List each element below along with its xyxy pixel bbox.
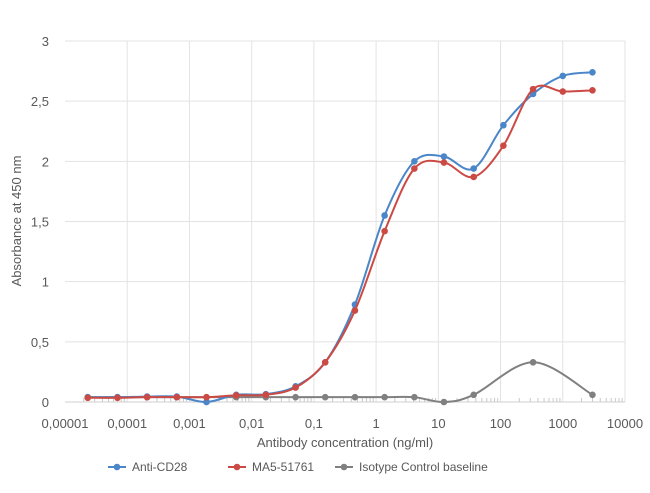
data-point xyxy=(559,72,567,80)
data-point xyxy=(589,391,596,399)
x-tick-label: 1 xyxy=(372,416,379,431)
data-point xyxy=(440,159,448,166)
data-point xyxy=(262,391,270,399)
data-point xyxy=(500,142,507,149)
data-point xyxy=(114,394,121,402)
data-point xyxy=(411,158,418,165)
x-tick-label: 0,00001 xyxy=(42,416,89,431)
data-point xyxy=(440,398,448,406)
data-point xyxy=(381,212,388,219)
data-point xyxy=(381,393,388,401)
legend-item: Isotype Control baseline xyxy=(335,460,488,474)
legend-label: Isotype Control baseline xyxy=(359,460,488,474)
y-tick-label: 1,5 xyxy=(31,215,49,230)
data-point xyxy=(203,398,210,406)
data-point xyxy=(203,393,210,401)
y-tick-label: 2,5 xyxy=(31,94,49,109)
x-tick-label: 10000 xyxy=(607,416,643,431)
y-tick-label: 0 xyxy=(42,395,49,410)
series-line xyxy=(87,71,593,404)
data-point xyxy=(470,173,477,181)
data-point xyxy=(351,307,359,314)
data-point xyxy=(559,88,567,95)
legend-label: Anti-CD28 xyxy=(132,460,188,474)
data-point xyxy=(500,121,507,129)
data-point xyxy=(440,153,448,160)
y-tick-label: 2 xyxy=(42,154,49,169)
data-point xyxy=(84,394,92,402)
y-tick-label: 0,5 xyxy=(31,335,49,350)
series-line xyxy=(87,84,593,399)
data-point xyxy=(292,384,299,391)
data-point xyxy=(292,393,299,401)
data-point xyxy=(589,68,596,76)
data-point xyxy=(351,393,359,401)
y-tick-label: 1 xyxy=(42,275,49,290)
data-point xyxy=(470,165,477,172)
legend-marker xyxy=(233,463,241,471)
legend-marker xyxy=(113,463,121,471)
data-point xyxy=(321,358,329,366)
data-point xyxy=(411,165,418,172)
x-tick-label: 10 xyxy=(431,416,445,431)
legend-item: Anti-CD28 xyxy=(108,460,188,474)
x-axis-label: Antibody concentration (ng/ml) xyxy=(257,435,433,450)
legend-label: MA5-51761 xyxy=(252,460,314,474)
legend-marker xyxy=(340,463,348,471)
y-tick-label: 3 xyxy=(42,34,49,49)
x-tick-label: 0,1 xyxy=(305,416,323,431)
data-point xyxy=(529,358,537,366)
data-point xyxy=(381,227,388,235)
data-point xyxy=(143,393,151,401)
data-point xyxy=(232,392,240,399)
data-point xyxy=(470,391,477,399)
legend-item: MA5-51761 xyxy=(228,460,314,474)
x-tick-label: 0,0001 xyxy=(107,416,147,431)
data-point xyxy=(411,393,418,401)
y-axis-label: Absorbance at 450 nm xyxy=(9,156,24,287)
data-point xyxy=(173,393,181,401)
x-tick-label: 1000 xyxy=(548,416,577,431)
data-point xyxy=(589,87,596,94)
data-point xyxy=(529,85,537,93)
data-point xyxy=(321,393,329,401)
x-tick-label: 0,01 xyxy=(239,416,264,431)
x-tick-label: 100 xyxy=(490,416,512,431)
x-tick-label: 0,001 xyxy=(173,416,206,431)
